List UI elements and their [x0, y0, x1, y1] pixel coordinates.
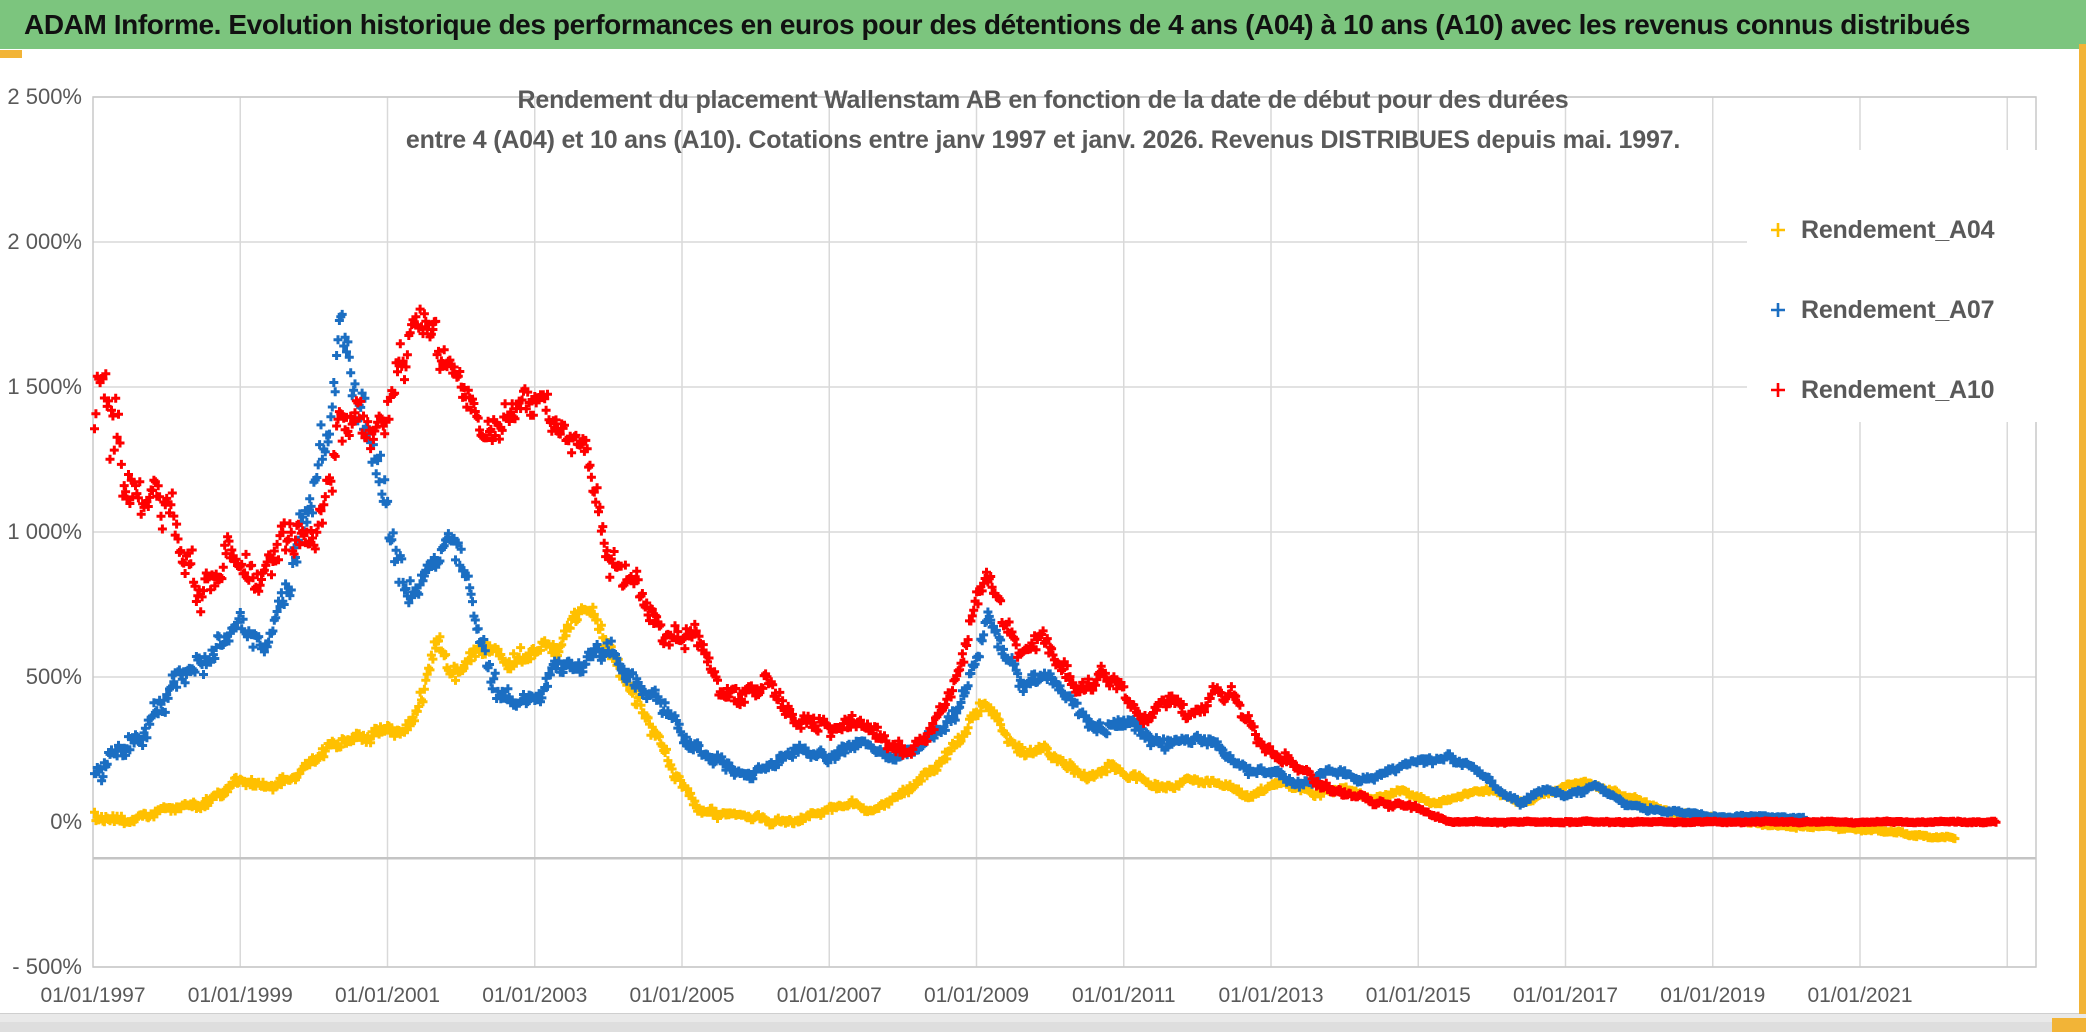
x-axis-tick-label: 01/01/2017 [1512, 984, 1619, 1007]
plot-border [92, 96, 2037, 968]
x-axis-tick-label: 01/01/2021 [1807, 984, 1913, 1007]
legend-label-a04: Rendement_A04 [1801, 215, 1995, 244]
gold-accent-right-strip [2079, 44, 2086, 1014]
y-axis-tick-label: 500% [25, 664, 82, 689]
legend-entry-a04: Rendement_A04 [1747, 190, 2080, 270]
x-axis-tick-label: 01/01/2015 [1365, 984, 1471, 1007]
y-axis-tick-label: 0% [50, 809, 82, 834]
legend-entry-a10: Rendement_A10 [1747, 350, 2080, 430]
x-axis-tick-label: 01/01/2009 [923, 984, 1030, 1007]
plus-marker-icon [1771, 303, 1785, 317]
series-rendement_a10-points [90, 304, 2001, 828]
x-axis-tick-label: 01/01/2007 [776, 984, 882, 1007]
x-axis-tick-label: 01/01/2003 [482, 984, 588, 1007]
chart-title-line1: Rendement du placement Wallenstam AB en … [517, 86, 1569, 114]
legend-entry-a07: Rendement_A07 [1747, 270, 2080, 350]
header-bar: ADAM Informe. Evolution historique des p… [0, 0, 2086, 50]
y-axis-tick-label: - 500% [12, 954, 82, 979]
x-axis-tick-label: 01/01/2005 [629, 984, 735, 1007]
x-axis-tick-label: 01/01/2001 [334, 984, 441, 1007]
header-title: ADAM Informe. Evolution historique des p… [24, 8, 1971, 40]
legend: Rendement_A04 Rendement_A07 Rendement_A1… [1747, 150, 2080, 422]
plus-marker-icon [1771, 383, 1785, 397]
x-axis-tick-label: 01/01/1997 [40, 984, 146, 1007]
legend-label-a07: Rendement_A07 [1801, 295, 1995, 324]
plus-marker-icon [1771, 223, 1785, 237]
x-axis-tick-label: 01/01/2011 [1071, 984, 1176, 1007]
y-axis-tick-label: 1 000% [7, 519, 82, 544]
chart-title-line2: entre 4 (A04) et 10 ans (A10). Cotations… [405, 126, 1681, 154]
bottom-scrollbar-strip [0, 1013, 2086, 1032]
x-axis-tick-label: 01/01/2013 [1218, 984, 1324, 1007]
legend-label-a10: Rendement_A10 [1801, 375, 1995, 404]
x-axis-tick-label: 01/01/1999 [187, 984, 293, 1007]
x-axis-tick-label: 01/01/2019 [1660, 984, 1766, 1007]
y-axis-tick-label: 2 000% [7, 229, 82, 254]
gold-accent-bottom-right [2052, 1018, 2086, 1032]
gold-accent-top-left [0, 50, 22, 58]
y-axis-tick-label: 1 500% [7, 374, 82, 399]
series-rendement_a07-points [90, 309, 1808, 824]
y-axis-tick-label: 2 500% [7, 84, 82, 109]
